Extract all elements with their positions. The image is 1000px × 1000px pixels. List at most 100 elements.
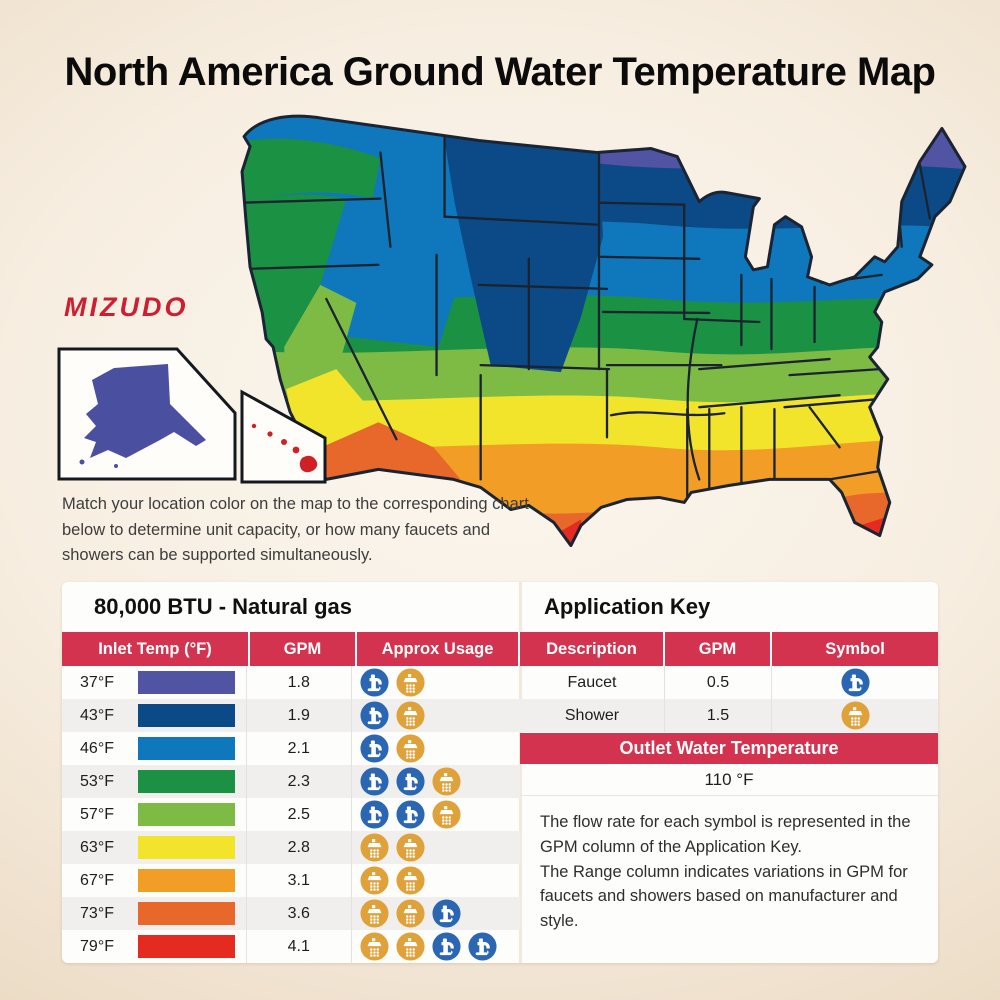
capacity-row: 57°F 2.5: [62, 798, 520, 831]
capacity-table-title: 80,000 BTU - Natural gas: [94, 594, 352, 619]
inlet-temp-cell: 73°F: [62, 897, 247, 930]
faucet-icon: [360, 734, 389, 763]
faucet-icon: [360, 668, 389, 697]
inlet-temp-cell: 37°F: [62, 666, 247, 699]
inlet-temp-cell: 63°F: [62, 831, 247, 864]
capacity-row: 53°F 2.3: [62, 765, 520, 798]
capacity-row: 63°F 2.8: [62, 831, 520, 864]
header-description: Description: [520, 632, 665, 666]
section-divider: [519, 582, 522, 963]
symbol-cell: [772, 666, 938, 699]
key-gpm-value: 0.5: [665, 666, 772, 699]
header-gpm: GPM: [250, 632, 357, 666]
inlet-temp-cell: 53°F: [62, 765, 247, 798]
approx-usage-cell: [352, 864, 520, 897]
shower-icon: [432, 800, 461, 829]
approx-usage-cell: [352, 930, 520, 963]
approx-usage-cell: [352, 798, 520, 831]
gpm-value: 1.9: [247, 699, 352, 732]
capacity-table-rows: 37°F 1.8 43°F 1.9 46°F 2.1 53°F 2.3 57°F 2.5 63°F 2…: [62, 666, 520, 963]
faucet-icon: [468, 932, 497, 961]
us-temperature-map: [240, 114, 967, 548]
temperature-color-swatch: [138, 671, 235, 694]
inlet-temp-label: 79°F: [80, 937, 114, 955]
temperature-color-swatch: [138, 770, 235, 793]
shower-icon: [396, 833, 425, 862]
capacity-row: 73°F 3.6: [62, 897, 520, 930]
header-key-gpm: GPM: [665, 632, 772, 666]
gpm-value: 3.1: [247, 864, 352, 897]
shower-icon: [841, 701, 870, 730]
brand-logo: MIZUDO: [64, 292, 189, 322]
application-key-title: Application Key: [544, 594, 711, 619]
outlet-water-temperature-value: 110 °F: [520, 764, 938, 796]
faucet-icon: [432, 899, 461, 928]
gpm-value: 2.5: [247, 798, 352, 831]
inlet-temp-label: 37°F: [80, 673, 114, 691]
shower-icon: [396, 932, 425, 961]
inlet-temp-label: 63°F: [80, 838, 114, 856]
inlet-temp-label: 67°F: [80, 871, 114, 889]
gpm-value: 2.1: [247, 732, 352, 765]
note-line: The flow rate for each symbol is represe…: [540, 813, 911, 856]
shower-icon: [396, 668, 425, 697]
temperature-color-swatch: [138, 902, 235, 925]
alaska-inset-map: [57, 347, 237, 481]
gpm-value: 1.8: [247, 666, 352, 699]
shower-icon: [360, 833, 389, 862]
capacity-row: 67°F 3.1: [62, 864, 520, 897]
faucet-icon: [360, 701, 389, 730]
shower-icon: [396, 899, 425, 928]
header-approx-usage: Approx Usage: [357, 632, 520, 666]
inlet-temp-cell: 57°F: [62, 798, 247, 831]
gpm-value: 2.8: [247, 831, 352, 864]
shower-icon: [360, 932, 389, 961]
temperature-color-swatch: [138, 737, 235, 760]
description-value: Faucet: [520, 666, 665, 699]
shower-icon: [360, 866, 389, 895]
shower-icon: [396, 734, 425, 763]
temperature-color-swatch: [138, 836, 235, 859]
capacity-row: 37°F 1.8: [62, 666, 520, 699]
faucet-icon: [360, 767, 389, 796]
capacity-row: 79°F 4.1: [62, 930, 520, 963]
inlet-temp-cell: 79°F: [62, 930, 247, 963]
symbol-cell: [772, 699, 938, 732]
approx-usage-cell: [352, 699, 520, 732]
faucet-icon: [841, 668, 870, 697]
description-value: Shower: [520, 699, 665, 732]
gpm-value: 2.3: [247, 765, 352, 798]
temperature-color-swatch: [138, 935, 235, 958]
inlet-temp-cell: 43°F: [62, 699, 247, 732]
intro-text: Match your location color on the map to …: [62, 495, 529, 565]
header-inlet-temp: Inlet Temp (°F): [62, 632, 250, 666]
inlet-temp-label: 57°F: [80, 805, 114, 823]
faucet-icon: [432, 932, 461, 961]
faucet-icon: [396, 800, 425, 829]
shower-icon: [396, 701, 425, 730]
key-gpm-value: 1.5: [665, 699, 772, 732]
application-key-note: The flow rate for each symbol is represe…: [540, 810, 932, 934]
capacity-row: 43°F 1.9: [62, 699, 520, 732]
approx-usage-cell: [352, 765, 520, 798]
shower-icon: [360, 899, 389, 928]
data-card: 80,000 BTU - Natural gas Application Key…: [62, 582, 938, 963]
inlet-temp-label: 53°F: [80, 772, 114, 790]
table-header-band: Inlet Temp (°F) GPM Approx Usage Descrip…: [62, 632, 938, 666]
temperature-color-swatch: [138, 803, 235, 826]
inlet-temp-label: 73°F: [80, 904, 114, 922]
inlet-temp-label: 46°F: [80, 739, 114, 757]
note-line: The Range column indicates variations in…: [540, 862, 908, 931]
inlet-temp-cell: 67°F: [62, 864, 247, 897]
application-key-row: Shower 1.5: [520, 699, 938, 732]
temperature-color-swatch: [138, 704, 235, 727]
application-key-row: Faucet 0.5: [520, 666, 938, 699]
approx-usage-cell: [352, 666, 520, 699]
faucet-icon: [396, 767, 425, 796]
hawaii-inset-map: [240, 389, 327, 484]
inlet-temp-label: 43°F: [80, 706, 114, 724]
gpm-value: 4.1: [247, 930, 352, 963]
gpm-value: 3.6: [247, 897, 352, 930]
application-key-rows: Faucet 0.5 Shower 1.5: [520, 666, 938, 732]
faucet-icon: [360, 800, 389, 829]
